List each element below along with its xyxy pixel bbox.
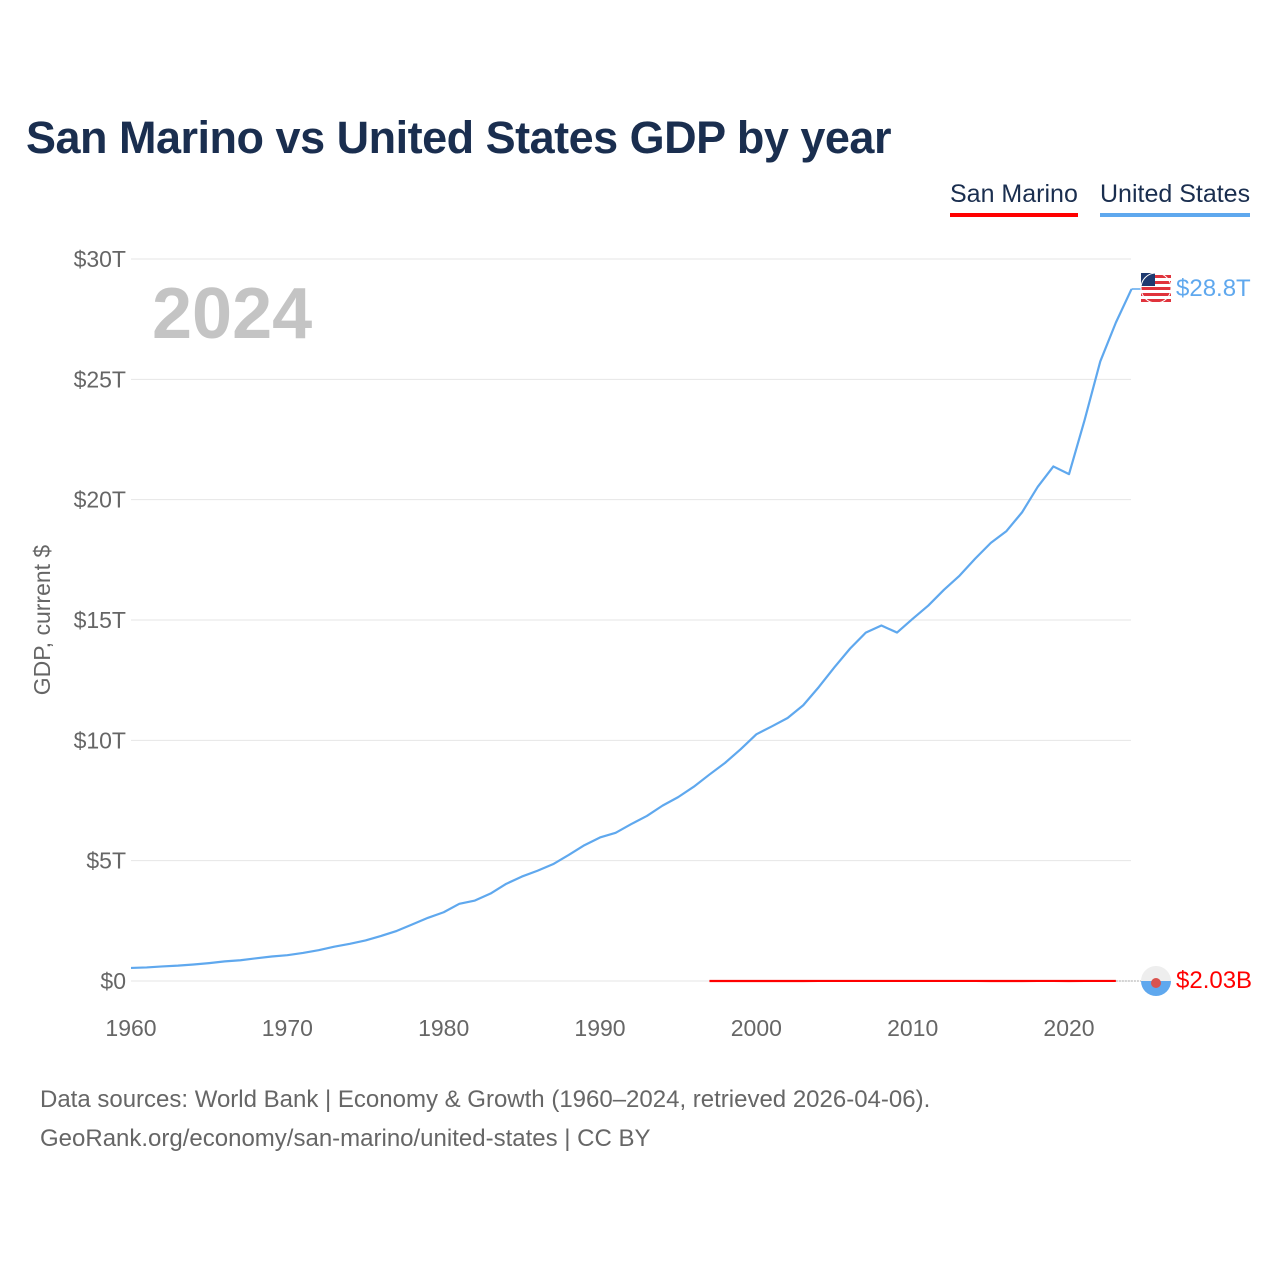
flag-stripe bbox=[1141, 293, 1171, 296]
x-tick-label: 1970 bbox=[262, 1015, 313, 1041]
x-tick-label: 1990 bbox=[574, 1015, 625, 1041]
footer-sources: Data sources: World Bank | Economy & Gro… bbox=[40, 1086, 931, 1113]
y-tick-label: $15T bbox=[74, 607, 126, 633]
legend-united-states[interactable]: United States bbox=[1100, 180, 1251, 217]
flag-stripe bbox=[1141, 299, 1171, 302]
year-watermark: 2024 bbox=[152, 274, 312, 354]
us-end-label: $28.8T bbox=[1176, 275, 1251, 302]
y-tick-label: $25T bbox=[74, 366, 126, 392]
y-tick-label: $30T bbox=[74, 246, 126, 272]
flag-canton bbox=[1141, 273, 1155, 286]
san-marino-flag-icon bbox=[1141, 966, 1171, 996]
legend-san-marino[interactable]: San Marino bbox=[950, 180, 1078, 217]
flag-stripe bbox=[1141, 281, 1171, 284]
y-tick-label: $20T bbox=[74, 487, 126, 513]
footer-link[interactable]: GeoRank.org/economy/san-marino/united-st… bbox=[40, 1125, 651, 1152]
x-tick-label: 2000 bbox=[731, 1015, 782, 1041]
us-flag-icon bbox=[1140, 272, 1172, 304]
y-tick-label: $5T bbox=[86, 848, 126, 874]
line-chart: $0 $5T $10T $15T $20T $25T $30T 1960 1970 1980 199… bbox=[29, 246, 1252, 1041]
x-tick-label: 1960 bbox=[105, 1015, 156, 1041]
flag-bottom bbox=[1141, 981, 1171, 996]
san-marino-end-label: $2.03B bbox=[1176, 967, 1252, 994]
flag-stripe bbox=[1141, 275, 1171, 278]
x-tick-label: 1980 bbox=[418, 1015, 469, 1041]
x-tick-label: 2010 bbox=[887, 1015, 938, 1041]
flag-stripe bbox=[1141, 287, 1171, 290]
y-tick-label: $0 bbox=[100, 968, 126, 994]
y-tick-label: $10T bbox=[74, 727, 126, 753]
y-axis-label: GDP, current $ bbox=[29, 545, 55, 696]
series-line-united-states bbox=[130, 288, 1133, 970]
flag-top bbox=[1141, 966, 1171, 981]
flag-emblem bbox=[1151, 978, 1161, 988]
x-tick-label: 2020 bbox=[1043, 1015, 1094, 1041]
chart-title: San Marino vs United States GDP by year bbox=[26, 112, 891, 163]
flag-border bbox=[1140, 272, 1172, 304]
